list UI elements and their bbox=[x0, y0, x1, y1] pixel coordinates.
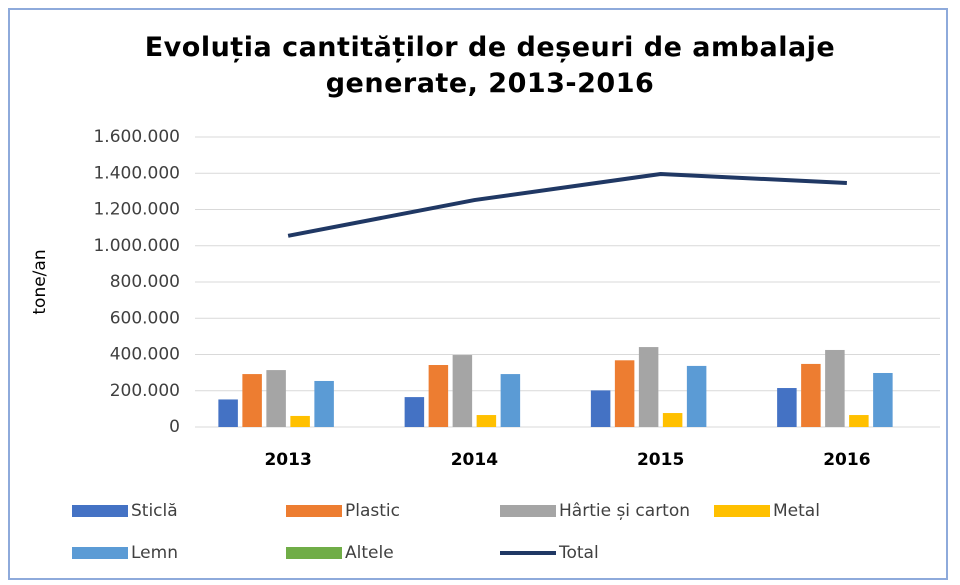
bar bbox=[686, 365, 707, 427]
bar bbox=[590, 390, 611, 427]
bar bbox=[314, 380, 334, 427]
legend-swatch bbox=[714, 505, 770, 517]
bar bbox=[825, 349, 845, 427]
y-tick-label: 800.000 bbox=[110, 272, 180, 292]
legend-label: Altele bbox=[345, 543, 394, 563]
x-tick-label: 2015 bbox=[637, 450, 684, 470]
x-tick-label: 2013 bbox=[264, 450, 311, 470]
bar bbox=[500, 374, 521, 427]
bar bbox=[452, 355, 473, 427]
y-tick-label: 200.000 bbox=[110, 381, 180, 401]
legend-swatch bbox=[286, 505, 342, 517]
bar bbox=[266, 370, 286, 427]
legend-label: Sticlă bbox=[131, 501, 178, 521]
y-tick-label: 600.000 bbox=[110, 308, 180, 328]
bar bbox=[476, 415, 497, 427]
y-tick-label: 1.600.000 bbox=[93, 127, 180, 147]
chart-title: Evoluția cantităților de deșeuri de amba… bbox=[144, 32, 836, 99]
legend-swatch bbox=[286, 547, 342, 559]
bar bbox=[428, 365, 449, 427]
x-tick-label: 2014 bbox=[451, 450, 498, 470]
bar bbox=[801, 363, 821, 427]
line-series bbox=[287, 171, 847, 238]
legend-label: Hârtie și carton bbox=[559, 501, 690, 521]
legend-swatch bbox=[72, 505, 128, 517]
legend-label: Lemn bbox=[131, 543, 178, 563]
y-tick-label: 400.000 bbox=[110, 345, 180, 365]
bar bbox=[218, 399, 238, 427]
bar bbox=[242, 374, 262, 427]
bar bbox=[849, 415, 869, 427]
legend-swatch bbox=[72, 547, 128, 559]
y-tick-label: 1.200.000 bbox=[93, 200, 180, 220]
y-tick-label: 0 bbox=[169, 417, 180, 437]
legend-swatch bbox=[500, 505, 556, 517]
y-tick-label: 1.400.000 bbox=[93, 163, 180, 183]
legend-label: Metal bbox=[773, 501, 820, 521]
y-axis-label: tone/an bbox=[30, 249, 50, 314]
bar bbox=[638, 347, 659, 427]
bar bbox=[290, 415, 310, 427]
bar bbox=[614, 360, 635, 427]
bar bbox=[662, 413, 683, 427]
bar bbox=[404, 397, 425, 427]
chart-frame bbox=[8, 8, 948, 580]
y-tick-label: 1.000.000 bbox=[93, 236, 180, 256]
x-tick-label: 2016 bbox=[823, 450, 870, 470]
bar bbox=[777, 388, 797, 427]
bar bbox=[873, 372, 893, 427]
legend-label: Total bbox=[558, 543, 599, 563]
legend-label: Plastic bbox=[345, 501, 400, 521]
